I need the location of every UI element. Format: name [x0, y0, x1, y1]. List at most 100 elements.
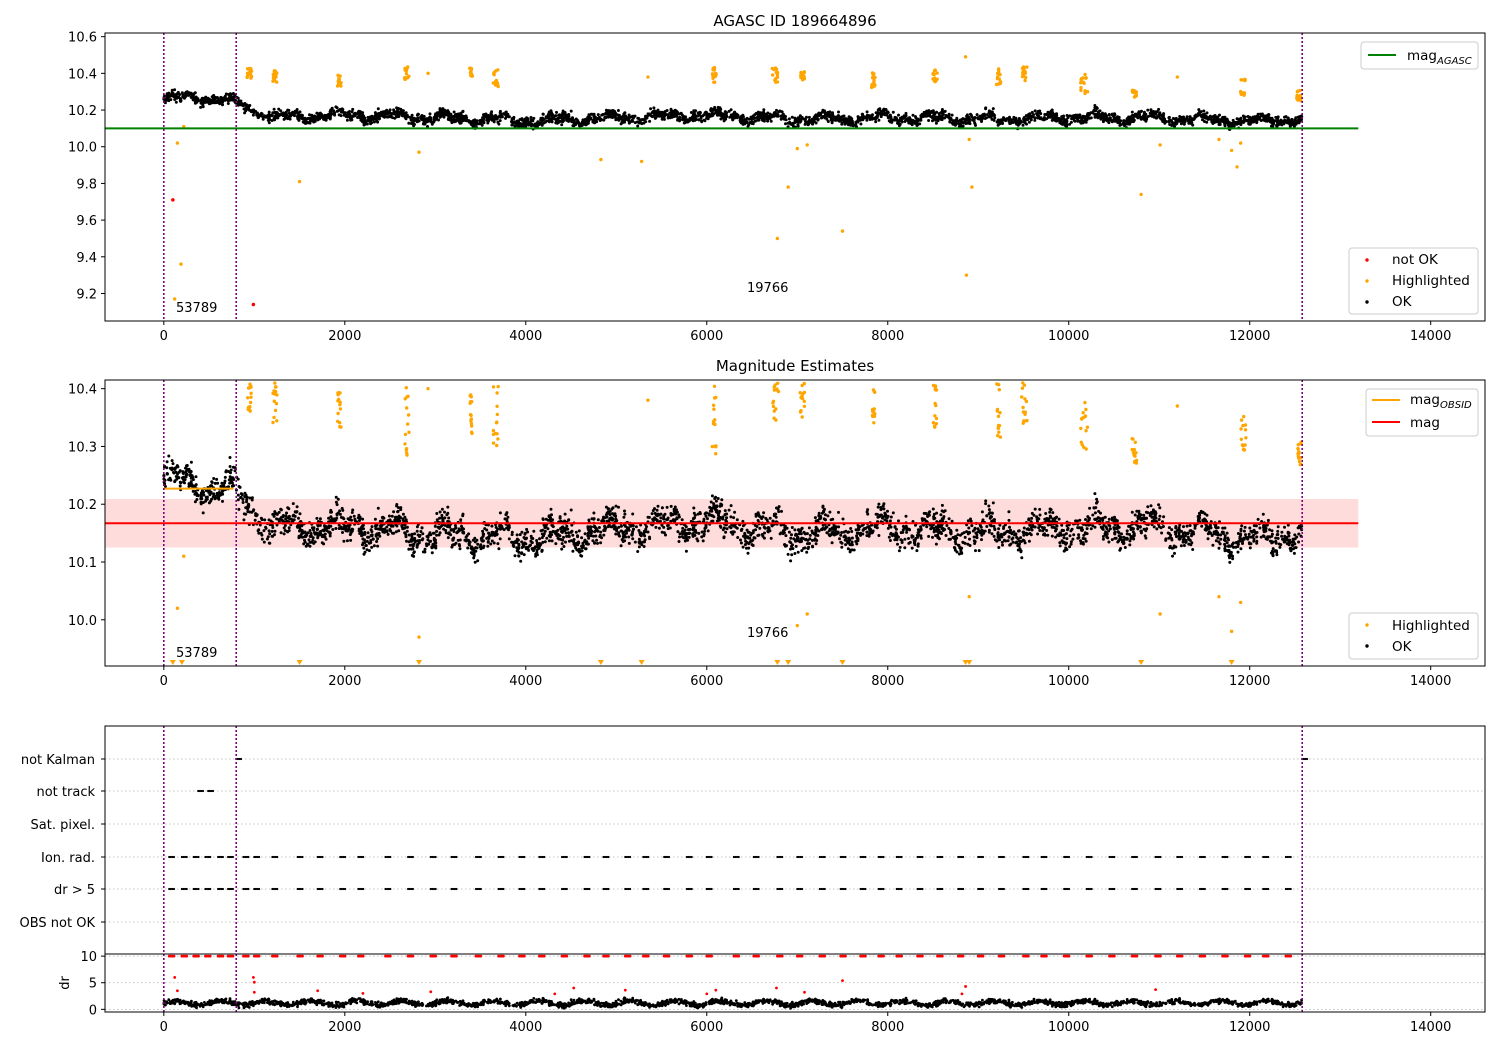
ok-point — [1249, 542, 1253, 546]
ok-point — [984, 499, 988, 503]
highlighted-point — [775, 236, 780, 241]
ok-point — [926, 114, 930, 118]
ok-point — [1248, 122, 1252, 126]
ok-point — [939, 513, 943, 517]
ok-point — [560, 123, 564, 127]
ok-point — [330, 109, 333, 112]
ok-point — [165, 96, 169, 100]
ok-point — [706, 529, 710, 533]
ok-point — [990, 110, 994, 114]
ok-point — [898, 545, 902, 549]
ok-point — [1193, 114, 1197, 118]
highlighted-point — [179, 262, 183, 266]
highlighted-point — [337, 77, 341, 82]
ok-point — [665, 505, 669, 509]
ok-point — [1211, 122, 1215, 125]
highlighted-point — [599, 157, 603, 162]
highlighted-point — [403, 77, 407, 81]
ok-point — [565, 524, 569, 528]
ok-point — [342, 517, 346, 521]
ok-point — [791, 123, 795, 127]
ok-point — [1006, 117, 1010, 121]
highlighted-point — [802, 70, 807, 75]
ok-point — [327, 114, 331, 118]
ok-point — [541, 112, 545, 116]
ok-point — [506, 114, 510, 118]
ok-point — [1179, 122, 1183, 126]
ok-point — [226, 99, 230, 103]
ok-point — [416, 112, 420, 116]
ok-point — [919, 116, 923, 120]
ok-point — [1054, 116, 1058, 120]
ok-point — [1260, 113, 1264, 117]
ok-point — [1167, 115, 1171, 119]
ok-point — [950, 113, 954, 117]
ok-point — [420, 118, 424, 122]
highlighted-point — [933, 68, 937, 72]
ok-point — [563, 113, 567, 117]
ok-point — [1219, 537, 1223, 541]
ok-point — [342, 111, 346, 114]
ok-point — [735, 526, 739, 530]
ok-point — [560, 547, 564, 551]
ok-point — [298, 512, 302, 516]
ok-point — [416, 116, 420, 120]
x-tick-label: 10000 — [1048, 329, 1089, 344]
ok-point — [434, 112, 438, 116]
ok-point — [751, 114, 755, 118]
ok-point — [765, 114, 769, 118]
ok-point — [996, 119, 1000, 123]
ok-point — [221, 103, 224, 106]
ok-point — [1177, 119, 1181, 123]
ok-point — [1225, 531, 1229, 535]
highlighted-point — [404, 72, 409, 76]
ok-point — [237, 99, 241, 103]
highlighted-point — [997, 82, 1001, 86]
ok-point — [247, 107, 250, 111]
ok-point — [683, 539, 687, 543]
ok-point — [1008, 525, 1011, 529]
highlighted-point — [426, 71, 430, 76]
ok-point — [777, 110, 781, 114]
ok-point — [972, 119, 976, 123]
x-tick-label: 8000 — [871, 329, 904, 344]
ok-point — [1064, 118, 1068, 122]
not-ok-point — [251, 302, 256, 307]
ok-point — [231, 92, 235, 95]
highlighted-point — [1130, 90, 1135, 94]
ok-point — [973, 121, 977, 125]
highlighted-point — [771, 73, 775, 77]
ok-point — [896, 542, 899, 546]
ok-point — [1019, 120, 1023, 124]
ok-point — [1008, 122, 1012, 125]
ok-point — [411, 121, 415, 125]
highlighted-legend-label: Highlighted — [1392, 273, 1470, 289]
ok-point — [724, 114, 728, 118]
ok-point — [1239, 117, 1243, 121]
highlighted-point — [1235, 165, 1239, 169]
ok-point — [816, 113, 820, 117]
ok-point — [597, 526, 601, 529]
ok-point — [766, 117, 770, 121]
ok-point — [393, 515, 397, 519]
ok-point — [910, 123, 914, 127]
ok-point — [213, 95, 217, 99]
ok-point — [1252, 120, 1256, 124]
highlighted-point — [1296, 89, 1300, 93]
ok-point — [1114, 116, 1118, 120]
ok-point — [758, 526, 762, 530]
ok-point — [210, 101, 214, 105]
ok-point — [655, 508, 659, 512]
ok-point — [790, 115, 794, 119]
ok-point — [1275, 123, 1278, 127]
ok-point — [597, 115, 601, 119]
ok-point — [616, 109, 620, 112]
ok-point — [823, 109, 826, 113]
highlighted-point — [275, 71, 279, 75]
ok-point — [396, 108, 400, 112]
ok-point — [747, 117, 751, 121]
highlighted-point — [494, 78, 499, 83]
ok-point — [260, 518, 264, 522]
panel1-title: AGASC ID 189664896 — [713, 12, 876, 30]
ok-point — [608, 112, 612, 116]
